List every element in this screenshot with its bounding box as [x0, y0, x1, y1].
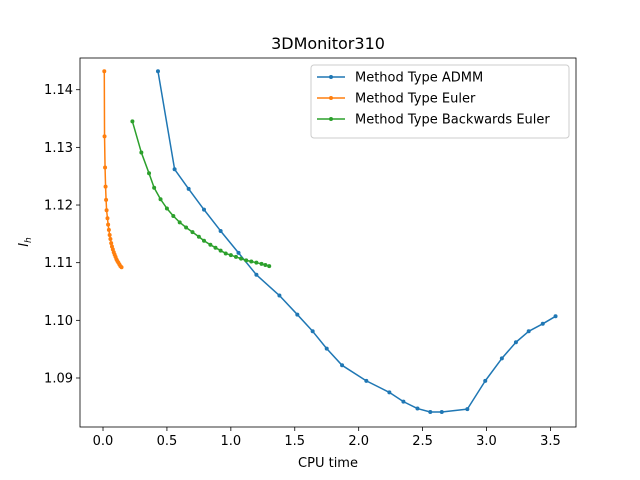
series-1-point	[102, 134, 107, 139]
series-0-point	[277, 293, 282, 298]
y-tick-label: 1.11	[44, 256, 73, 271]
series-1-point	[105, 216, 110, 221]
series-1-point	[103, 165, 108, 170]
x-tick-label: 3.0	[476, 434, 497, 449]
x-tick-label: 1.5	[284, 434, 305, 449]
series-0-point	[364, 378, 369, 383]
x-tick-label: 0.5	[157, 434, 178, 449]
series-2-point	[164, 206, 169, 211]
series-2-point	[184, 225, 189, 230]
series-1-point	[108, 237, 113, 242]
series-0-point	[540, 321, 545, 326]
x-axis-label: CPU time	[298, 456, 358, 471]
series-2-point	[130, 119, 135, 124]
series-2-point	[233, 254, 238, 259]
legend-label-1: Method Type Euler	[355, 92, 476, 107]
chart-title: 3DMonitor310	[271, 34, 385, 53]
series-2-point	[171, 213, 176, 218]
series-1-point	[107, 233, 112, 237]
series-2-point	[249, 259, 254, 264]
y-tick-label: 1.12	[44, 199, 73, 214]
series-1-point	[119, 265, 124, 270]
y-tick-label: 1.09	[44, 371, 73, 386]
x-tick-label: 3.5	[540, 434, 561, 449]
series-2-point	[139, 150, 144, 155]
series-1-point	[103, 184, 108, 189]
series-0-point	[155, 69, 160, 74]
y-tick-label: 1.10	[44, 314, 73, 329]
series-0-point	[553, 314, 558, 319]
series-2-point	[213, 245, 218, 250]
series-0-point	[202, 207, 206, 212]
legend-marker-0	[329, 75, 333, 79]
series-2-point	[259, 261, 264, 266]
series-2-point	[267, 264, 272, 269]
series-1-point	[104, 208, 109, 213]
series-2-point	[254, 260, 259, 265]
series-0-point	[236, 250, 241, 255]
series-0-point	[499, 356, 504, 361]
series-0-point	[439, 410, 444, 415]
y-axis-label-subscript: h	[24, 237, 34, 243]
series-0-point	[401, 399, 406, 404]
legend-box	[310, 64, 570, 139]
legend-marker-1	[329, 96, 333, 100]
series-0-point	[428, 410, 433, 415]
series-0-point	[295, 312, 300, 317]
series-0-point	[465, 407, 470, 412]
series-0-point	[483, 378, 488, 383]
axes-frame	[79, 57, 577, 428]
legend: Method Type ADMM Method Type Euler Method …	[310, 64, 570, 139]
series-0-point	[186, 186, 191, 191]
series-0-point	[387, 390, 392, 395]
y-tick-label: 1.14	[44, 83, 73, 98]
series-1-point	[106, 222, 111, 227]
series-2-point	[208, 242, 213, 247]
x-tick-label: 2.5	[412, 434, 433, 449]
series-0-point	[415, 406, 420, 411]
series-2-point	[190, 230, 195, 235]
series-2-point	[218, 248, 223, 253]
series-1-point	[102, 69, 107, 74]
series-2-point	[158, 197, 163, 202]
x-tick-label: 0.0	[93, 434, 114, 449]
series-2-point	[202, 238, 206, 243]
series-0-point	[513, 340, 518, 345]
series-1-point	[104, 197, 109, 202]
series-2-point	[244, 258, 249, 263]
series-0-point	[340, 363, 345, 368]
series-0-point	[218, 228, 223, 233]
series-0-point	[172, 167, 177, 172]
legend-marker-2	[329, 117, 333, 121]
series-2-point	[263, 262, 268, 267]
series-2-point	[223, 251, 228, 256]
series-0-point	[254, 272, 259, 277]
plot-area: 0.0 0.5 1.0 1.5 2.0 2.5 3.0 3.5 1.09 1.10 1.11 1.12…	[44, 57, 577, 449]
legend-label-2: Method Type Backwards Euler	[355, 113, 550, 128]
series-2-point	[147, 171, 152, 176]
series-1-point	[106, 227, 111, 232]
x-tick-label: 2.0	[348, 434, 369, 449]
series-2-point	[228, 253, 233, 258]
y-axis-label-main: I	[17, 243, 32, 247]
series-2-point	[196, 234, 201, 239]
y-tick-label: 1.13	[44, 141, 73, 156]
y-axis-label: Ih	[17, 237, 34, 247]
legend-label-0: Method Type ADMM	[355, 71, 483, 86]
series-2-point	[152, 185, 157, 190]
series-1-point	[109, 241, 114, 246]
x-tick-label: 1.0	[221, 434, 242, 449]
series-0-point	[324, 346, 329, 351]
series-2-point	[239, 256, 244, 261]
series-0-point	[310, 329, 315, 334]
series-0-point	[526, 329, 531, 334]
series-2-point	[177, 220, 182, 225]
